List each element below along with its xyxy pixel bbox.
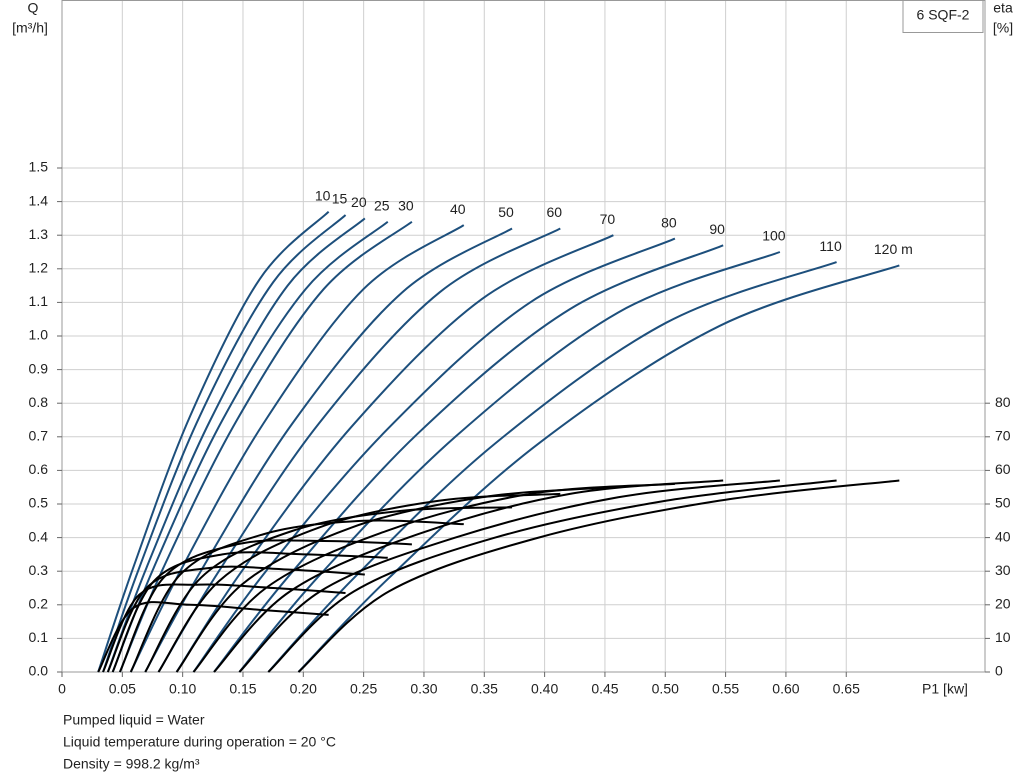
y-tick-label: 0.1 <box>29 629 49 645</box>
curve-label: 100 <box>762 228 786 244</box>
x-tick-label: 0.05 <box>109 681 136 697</box>
series-line <box>157 227 561 673</box>
series-line <box>129 224 465 673</box>
note: Liquid temperature during operation = 20… <box>63 734 336 750</box>
series-line <box>267 261 837 673</box>
y-tick-label: 1.4 <box>29 192 49 208</box>
y2-tick-label: 50 <box>995 495 1011 511</box>
curve-label: 110 <box>819 238 842 254</box>
x-tick-label: 0.20 <box>290 681 317 697</box>
x-tick-label: 0.25 <box>350 681 377 697</box>
y-tick-label: 1.5 <box>29 159 49 175</box>
y-tick-label: 1.2 <box>29 260 49 276</box>
curve-label: 40 <box>450 201 466 217</box>
series-line <box>111 220 389 673</box>
series-line <box>119 539 412 673</box>
curve-label: 15 <box>332 191 348 207</box>
note: Pumped liquid = Water <box>63 712 205 728</box>
y-tick-label: 0.2 <box>29 596 49 612</box>
x-tick-label: 0.15 <box>229 681 256 697</box>
note: Density = 998.2 kg/m³ <box>63 756 200 772</box>
curve-label: 20 <box>351 194 367 210</box>
y2-axis-label: eta <box>993 0 1013 16</box>
curve-label: 80 <box>661 214 677 230</box>
series-line <box>175 486 614 673</box>
curve-label: 70 <box>600 211 616 227</box>
series-line <box>213 244 724 673</box>
series-line <box>106 565 365 673</box>
curve-label: 60 <box>547 204 563 220</box>
series-line <box>129 519 464 673</box>
curve-label: 90 <box>709 221 725 237</box>
x-tick-label: 0.45 <box>591 681 618 697</box>
y2-tick-label: 30 <box>995 562 1011 578</box>
y2-tick-label: 80 <box>995 394 1011 410</box>
y-tick-label: 0.9 <box>29 360 49 376</box>
x-tick-label: 0.65 <box>833 681 860 697</box>
y2-tick-label: 40 <box>995 528 1011 544</box>
series-line <box>111 551 388 673</box>
curve-label: 50 <box>498 204 514 220</box>
x-tick-label: 0.35 <box>471 681 498 697</box>
series-line <box>175 234 614 673</box>
y-axis-label: Q <box>28 0 39 16</box>
series-line <box>213 479 724 673</box>
curve-label: 10 <box>315 187 331 203</box>
series-line <box>297 479 900 673</box>
grid <box>61 0 985 673</box>
y-axis-label: [m³/h] <box>12 20 48 36</box>
x-axis-label: P1 [kw] <box>922 681 968 697</box>
y-tick-label: 0.7 <box>29 428 49 444</box>
y-tick-label: 0.5 <box>29 495 49 511</box>
series-line <box>97 210 330 673</box>
x-tick-label: 0.50 <box>652 681 679 697</box>
curve-label: 30 <box>398 197 414 213</box>
x-tick-label: 0 <box>58 681 66 697</box>
x-tick-label: 0.30 <box>410 681 437 697</box>
y-tick-label: 0.0 <box>29 663 49 679</box>
y2-tick-label: 10 <box>995 629 1011 645</box>
series-line <box>192 237 676 673</box>
series-line <box>102 583 346 673</box>
series-line <box>238 251 781 673</box>
y2-tick-label: 0 <box>995 663 1003 679</box>
y2-tick-label: 20 <box>995 596 1011 612</box>
y-tick-label: 0.6 <box>29 461 49 477</box>
x-tick-label: 0.55 <box>712 681 739 697</box>
curve-label: 25 <box>374 197 390 213</box>
title-box <box>902 0 984 33</box>
series-line <box>97 601 329 673</box>
y2-tick-label: 60 <box>995 461 1011 477</box>
series-line <box>144 506 513 673</box>
y-tick-label: 1.1 <box>29 293 49 309</box>
y2-axis-label: [%] <box>993 20 1013 36</box>
series-line <box>102 214 347 673</box>
series-line <box>192 482 675 673</box>
y-tick-label: 0.3 <box>29 562 49 578</box>
curve-label: 120 m <box>874 241 913 257</box>
x-tick-label: 0.60 <box>772 681 799 697</box>
y-tick-label: 0.4 <box>29 528 49 544</box>
y2-tick-label: 70 <box>995 428 1011 444</box>
series-line <box>267 479 837 673</box>
y-tick-label: 1.3 <box>29 226 49 242</box>
y-tick-label: 0.8 <box>29 394 49 410</box>
series-line <box>297 264 900 673</box>
y-tick-label: 1.0 <box>29 327 49 343</box>
series-line <box>238 479 780 673</box>
chart-title: 6 SQF-2 <box>917 7 970 23</box>
x-tick-label: 0.10 <box>169 681 196 697</box>
x-tick-label: 0.40 <box>531 681 558 697</box>
